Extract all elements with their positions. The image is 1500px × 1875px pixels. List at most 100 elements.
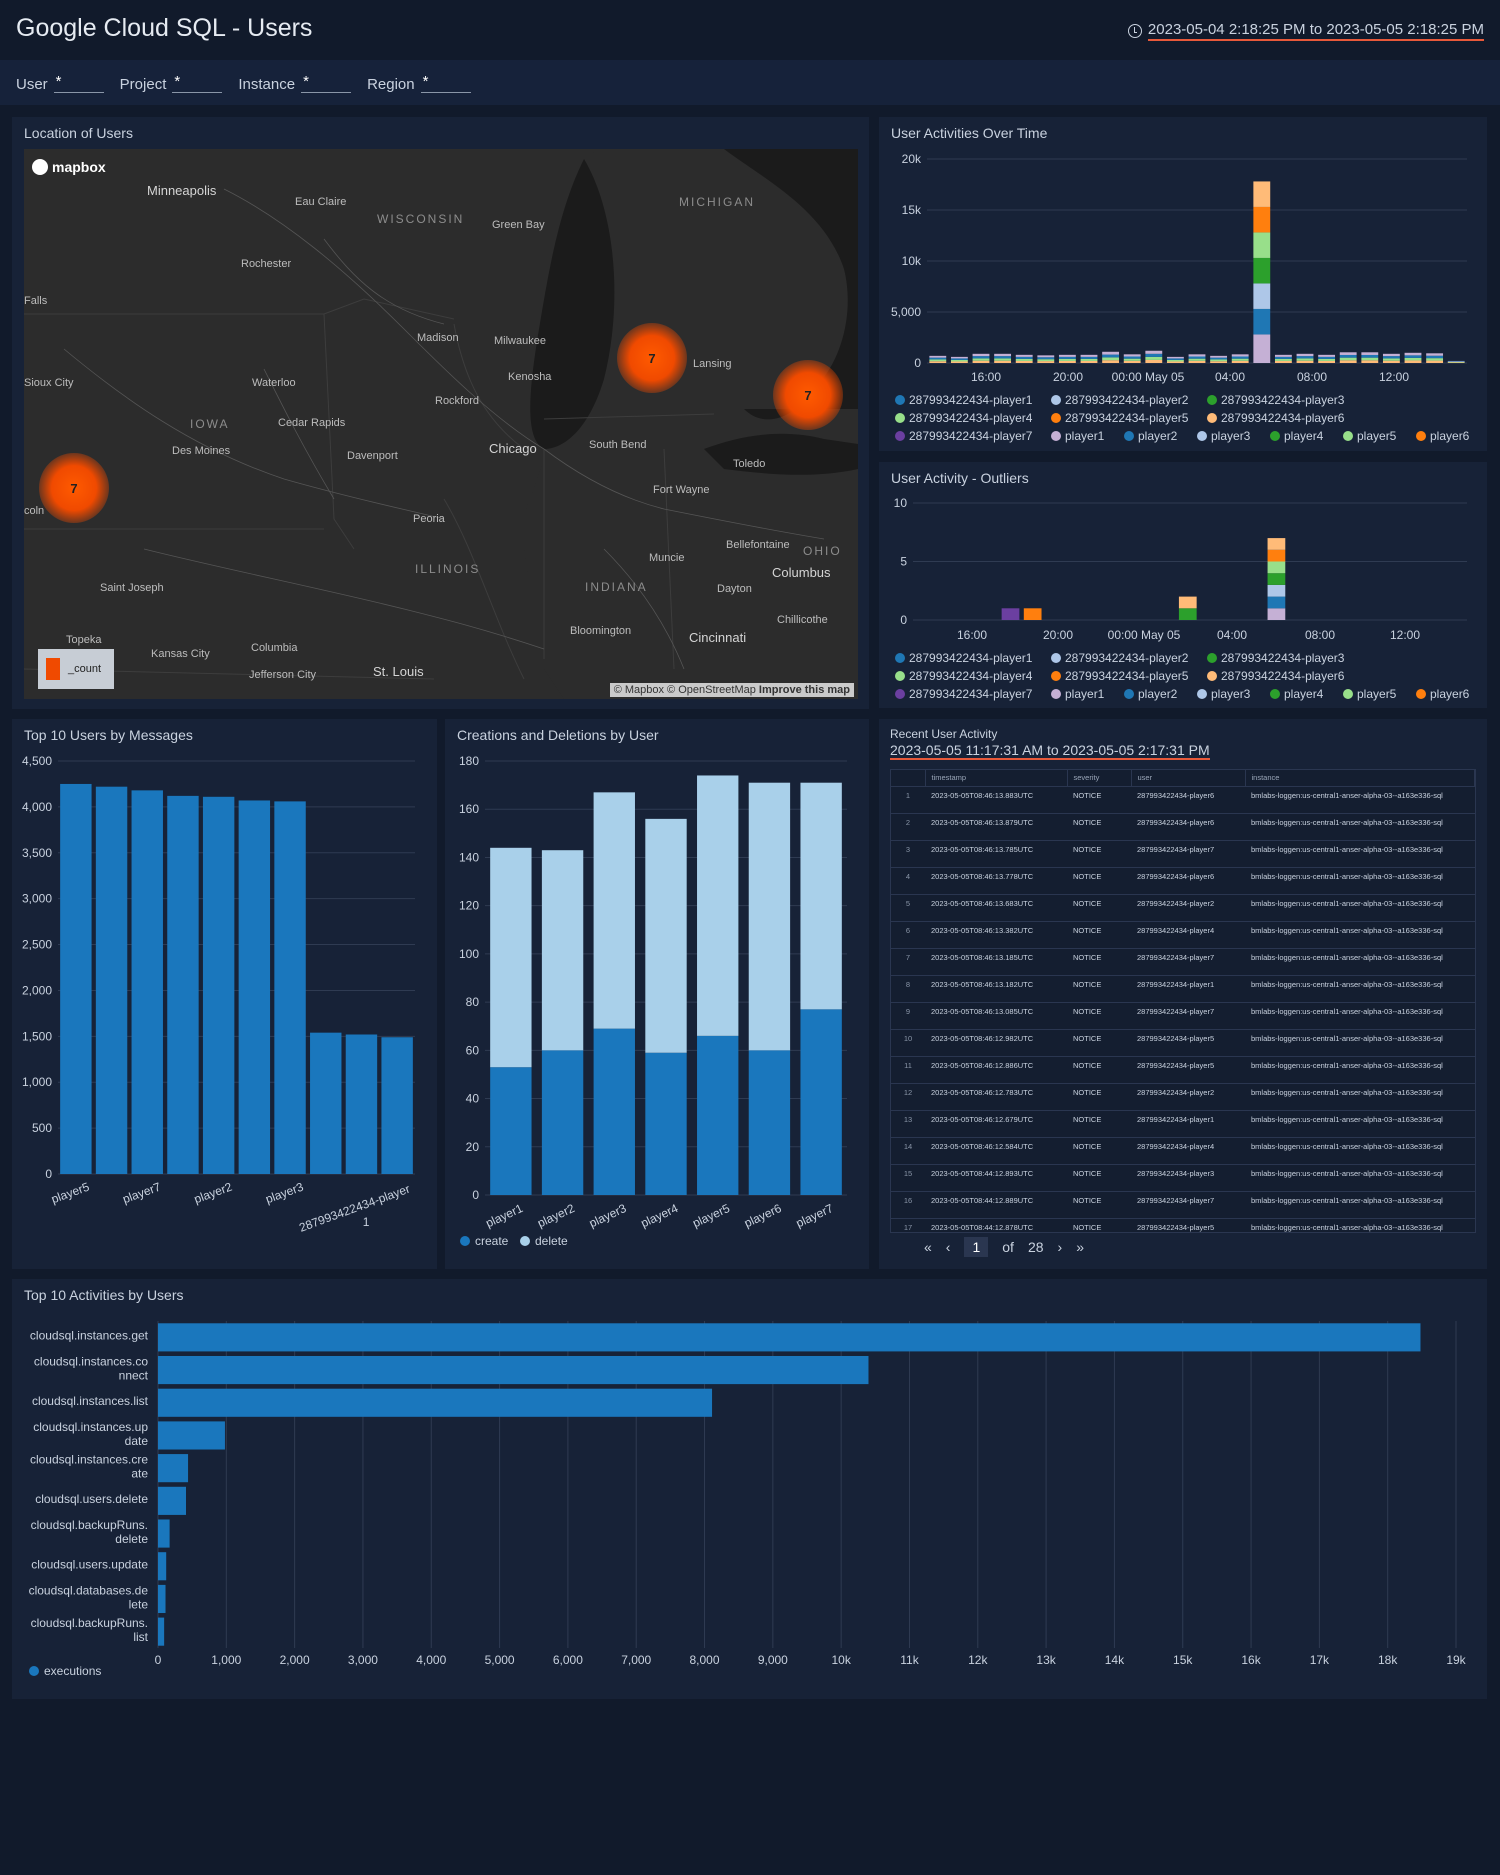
filter-user[interactable]: User *	[16, 73, 104, 93]
current-page[interactable]: 1	[964, 1237, 989, 1257]
filter-user-input[interactable]: *	[53, 73, 104, 93]
user-cell: 287993422434-player6	[1131, 813, 1245, 841]
bar	[158, 1584, 166, 1614]
table-row[interactable]: 7 2023-05-05T08:46:13.185UTC NOTICE 2879934…	[891, 948, 1475, 976]
y-tick-label: 40	[466, 1092, 480, 1106]
filter-project[interactable]: Project *	[120, 73, 223, 93]
table-row[interactable]: 3 2023-05-05T08:46:13.785UTC NOTICE 2879934…	[891, 840, 1475, 868]
x-tick-label: 5,000	[485, 1653, 515, 1667]
bar-segment	[1267, 573, 1286, 585]
table-row[interactable]: 17 2023-05-05T08:44:12.878UTC NOTICE 287993…	[891, 1218, 1475, 1232]
bar-segment	[1210, 355, 1228, 358]
header: Google Cloud SQL - Users 2023-05-04 2:18…	[0, 0, 1500, 60]
severity-cell: NOTICE	[1067, 894, 1131, 922]
map[interactable]: mapbox Minneapolis Eau Claire Green Bay …	[24, 149, 858, 699]
table-row[interactable]: 6 2023-05-05T08:46:13.382UTC NOTICE 2879934…	[891, 921, 1475, 949]
timestamp-cell: 2023-05-05T08:46:13.185UTC	[925, 948, 1067, 976]
y-tick-label: cloudsql.instances.up	[33, 1420, 148, 1434]
y-tick-label: 100	[459, 947, 479, 961]
bar-segment	[1037, 359, 1055, 362]
x-tick-label: 15k	[1173, 1653, 1193, 1667]
table-row[interactable]: 9 2023-05-05T08:46:13.085UTC NOTICE 2879934…	[891, 1002, 1475, 1030]
creations-panel: Creations and Deletions by User 0 20 40 60 8…	[445, 719, 869, 1269]
table-row[interactable]: 10 2023-05-05T08:46:12.982UTC NOTICE 287993…	[891, 1029, 1475, 1057]
column-header[interactable]: timestamp	[925, 770, 1068, 787]
bar-segment	[1210, 361, 1228, 363]
first-page-icon[interactable]: «	[924, 1239, 932, 1255]
bar-segment	[1447, 361, 1465, 363]
bar-segment	[1253, 334, 1271, 363]
y-tick-label: 0	[900, 613, 907, 627]
map-state-label: INDIANA	[585, 580, 648, 594]
recent-time-range[interactable]: 2023-05-05 11:17:31 AM to 2023-05-05 2:1…	[890, 742, 1210, 760]
bar-segment	[1188, 356, 1206, 359]
filter-region[interactable]: Region *	[367, 73, 471, 93]
legend-item: 287993422434-player1	[909, 393, 1033, 407]
table-row[interactable]: 12 2023-05-05T08:46:12.783UTC NOTICE 287993…	[891, 1083, 1475, 1111]
table-row[interactable]: 4 2023-05-05T08:46:13.778UTC NOTICE 2879934…	[891, 867, 1475, 895]
map-cluster[interactable]: 7	[39, 453, 109, 523]
instance-cell: bmlabs-loggen:us-central1-anser-alpha-03…	[1245, 921, 1475, 949]
bar-segment	[800, 782, 842, 1010]
bar-segment	[1145, 350, 1163, 354]
column-header[interactable]: instance	[1245, 770, 1475, 787]
table-row[interactable]: 14 2023-05-05T08:46:12.584UTC NOTICE 287993…	[891, 1137, 1475, 1165]
column-header[interactable]: severity	[1067, 770, 1132, 787]
bar-segment	[1123, 360, 1141, 363]
legend-item: 287993422434-player5	[1065, 669, 1189, 683]
bar-segment	[972, 356, 990, 359]
map-label: Toledo	[733, 458, 766, 470]
instance-cell: bmlabs-loggen:us-central1-anser-alpha-03…	[1245, 1029, 1475, 1057]
map-cluster[interactable]: 7	[617, 323, 687, 393]
filter-project-input[interactable]: *	[172, 73, 223, 93]
x-tick-label: 1	[363, 1215, 370, 1229]
recent-activity-table[interactable]: timestamp severity user instance 1 2023-0…	[890, 769, 1476, 1233]
table-row[interactable]: 13 2023-05-05T08:46:12.679UTC NOTICE 287993…	[891, 1110, 1475, 1138]
severity-cell: NOTICE	[1067, 1110, 1131, 1138]
map-label: Milwaukee	[494, 335, 546, 347]
filter-instance-input[interactable]: *	[301, 73, 352, 93]
table-row[interactable]: 16 2023-05-05T08:44:12.889UTC NOTICE 287993…	[891, 1191, 1475, 1219]
severity-cell: NOTICE	[1067, 786, 1131, 814]
timestamp-cell: 2023-05-05T08:46:13.182UTC	[925, 975, 1067, 1003]
y-tick-label: 2,500	[22, 938, 52, 952]
table-row[interactable]: 8 2023-05-05T08:46:13.182UTC NOTICE 2879934…	[891, 975, 1475, 1003]
user-cell: 287993422434-player4	[1131, 1137, 1245, 1165]
bar-segment	[929, 361, 947, 363]
table-row[interactable]: 11 2023-05-05T08:46:12.886UTC NOTICE 287993…	[891, 1056, 1475, 1084]
legend-dot	[895, 395, 905, 405]
panel-title: Recent User Activity	[890, 727, 998, 741]
instance-cell: bmlabs-loggen:us-central1-anser-alpha-03…	[1245, 786, 1475, 814]
filter-instance[interactable]: Instance *	[238, 73, 352, 93]
table-row[interactable]: 5 2023-05-05T08:46:13.683UTC NOTICE 2879934…	[891, 894, 1475, 922]
last-page-icon[interactable]: »	[1076, 1239, 1084, 1255]
table-row[interactable]: 1 2023-05-05T08:46:13.883UTC NOTICE 2879934…	[891, 786, 1475, 814]
x-tick-label: player5	[49, 1180, 91, 1207]
table-row[interactable]: 15 2023-05-05T08:44:12.893UTC NOTICE 287993…	[891, 1164, 1475, 1192]
filter-label: Project	[119, 75, 167, 93]
time-range-picker[interactable]: 2023-05-04 2:18:25 PM to 2023-05-05 2:18…	[1127, 21, 1484, 41]
x-tick-label: 287993422434-player	[297, 1182, 412, 1235]
row-number: 16	[891, 1191, 925, 1219]
legend-dot	[895, 413, 905, 423]
top-messages-chart: 0 500 1,000 1,500 2,000 2,500 3,000 3,500 4,000 4…	[22, 754, 415, 1235]
prev-page-icon[interactable]: ‹	[945, 1239, 951, 1255]
map-cluster[interactable]: 7	[773, 360, 843, 430]
filter-region-input[interactable]: *	[420, 73, 471, 93]
table-row[interactable]: 2 2023-05-05T08:46:13.879UTC NOTICE 2879934…	[891, 813, 1475, 841]
x-tick-label: 18k	[1378, 1653, 1398, 1667]
user-cell: 287993422434-player1	[1131, 975, 1245, 1003]
improve-map-link[interactable]: Improve this map	[758, 684, 850, 696]
legend-item: 287993422434-player1	[909, 651, 1033, 665]
row-number: 14	[891, 1137, 925, 1165]
time-range-text[interactable]: 2023-05-04 2:18:25 PM to 2023-05-05 2:18…	[1147, 21, 1484, 41]
map-state-label: WISCONSIN	[377, 212, 465, 226]
column-header[interactable]: user	[1131, 770, 1246, 787]
map-attribution: © Mapbox © OpenStreetMap Improve this ma…	[609, 683, 854, 697]
bar-segment	[1318, 356, 1336, 359]
legend-item: 287993422434-player5	[1065, 411, 1189, 425]
y-tick-label: 180	[459, 754, 479, 768]
instance-cell: bmlabs-loggen:us-central1-anser-alpha-03…	[1245, 1056, 1475, 1084]
row-number: 3	[891, 840, 925, 868]
next-page-icon[interactable]: ›	[1057, 1239, 1063, 1255]
